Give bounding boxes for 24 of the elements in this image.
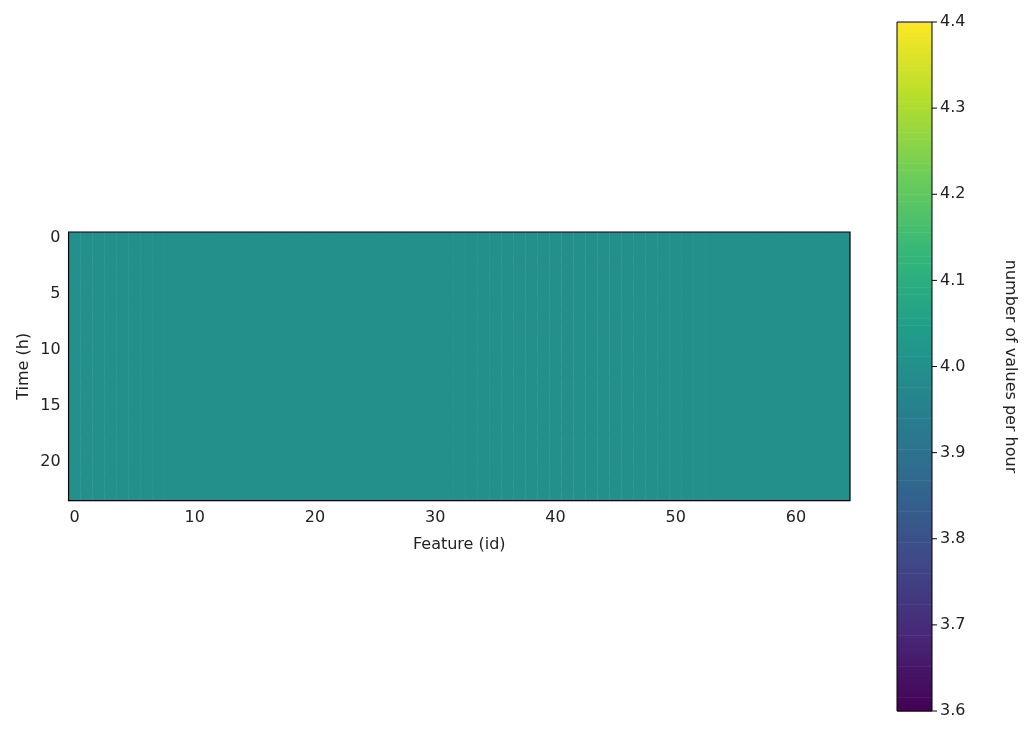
y-tick-label: 5 <box>50 282 61 302</box>
color-bar-label: 3.9 <box>940 441 966 461</box>
x-tick-label: 0 <box>69 507 80 527</box>
x-tick-label: 50 <box>665 507 686 527</box>
x-tick-label: 60 <box>785 507 807 527</box>
y-axis-title: Time (h) <box>12 332 32 401</box>
x-tick-label: 20 <box>304 507 326 527</box>
color-bar-label: 4.4 <box>940 11 966 31</box>
x-tick-label: 10 <box>184 507 205 527</box>
x-tick-label: 30 <box>425 507 446 527</box>
x-axis-title: Feature (id) <box>412 533 506 553</box>
color-bar-label: 3.8 <box>940 527 966 547</box>
color-bar-label: 4.3 <box>940 97 966 117</box>
y-tick-label: 0 <box>50 226 61 246</box>
color-bar-label: 3.7 <box>940 614 966 634</box>
color-bar-label: 4.1 <box>940 269 966 289</box>
y-tick-label: 15 <box>40 394 61 414</box>
color-bar-title: number of values per hour <box>1001 259 1021 474</box>
color-bar-label: 4.2 <box>940 183 966 203</box>
color-bar-label: 4.0 <box>940 355 966 375</box>
y-tick-label: 10 <box>40 338 61 358</box>
x-tick-label: 40 <box>545 507 566 527</box>
y-tick-label: 20 <box>40 450 61 470</box>
color-bar-label: 3.6 <box>940 700 966 720</box>
